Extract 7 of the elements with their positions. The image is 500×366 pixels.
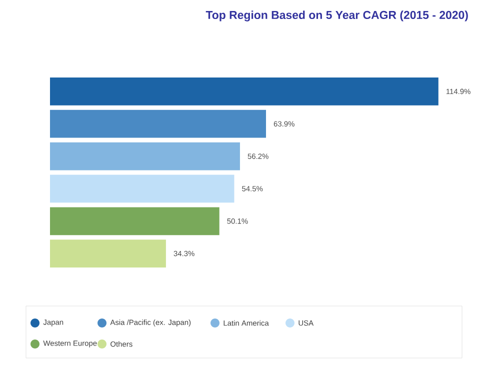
bar (50, 240, 166, 268)
bar (50, 174, 234, 203)
bar (50, 78, 438, 106)
bar (50, 207, 220, 236)
chart-title: Top Region Based on 5 Year CAGR (2015 - 2020) (206, 10, 468, 22)
bar (50, 142, 240, 170)
bar (50, 110, 266, 138)
